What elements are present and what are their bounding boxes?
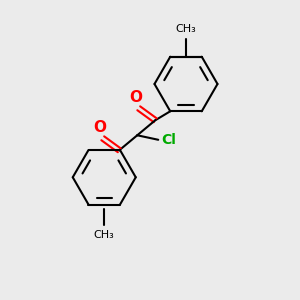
Text: CH₃: CH₃ (94, 230, 115, 240)
Text: O: O (93, 120, 106, 135)
Text: O: O (129, 90, 142, 105)
Text: Cl: Cl (161, 133, 176, 147)
Text: CH₃: CH₃ (176, 24, 197, 34)
